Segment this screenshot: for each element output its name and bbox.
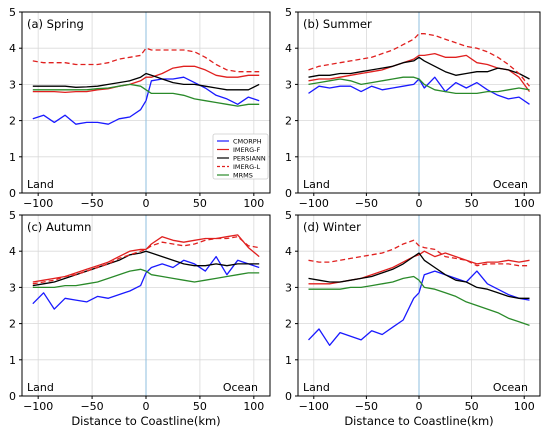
x-tick-label: 50 [193,400,207,413]
y-tick-label: 3 [9,78,16,91]
y-tick-label: 4 [285,245,292,258]
y-tick-label: 5 [9,209,16,222]
y-tick-label: 0 [285,390,292,403]
x-tick-label: 0 [416,400,423,413]
panel-title: (a) Spring [27,17,84,31]
y-tick-label: 0 [9,187,16,200]
x-tick-label: −50 [355,197,378,210]
y-tick-label: 4 [285,42,292,55]
legend-label-mrms: MRMS [233,171,253,179]
y-tick-label: 4 [9,42,16,55]
legend-box [212,133,269,180]
series-line-persiann [308,252,530,299]
series-line-persiann [308,56,530,80]
x-tick-label: 100 [243,197,264,210]
land-label: Land [27,381,54,394]
y-tick-label: 0 [285,187,292,200]
y-tick-label: 0 [9,390,16,403]
y-tick-label: 3 [285,281,292,294]
series-line-imerg-l [32,236,260,285]
x-tick-label: 50 [193,197,207,210]
panel-title: (c) Autumn [27,220,91,234]
legend-label-imerg-l: IMERG-L [233,163,261,171]
series-line-mrms [32,83,260,107]
series-line-imerg-l [32,47,260,73]
x-tick-label: 100 [243,400,264,413]
x-tick-label: 50 [465,400,479,413]
panel-title: (d) Winter [303,220,361,234]
y-tick-label: 5 [285,6,292,19]
y-tick-label: 2 [9,318,16,331]
series-line-mrms [308,76,530,95]
x-tick-label: 0 [143,197,150,210]
land-label: Land [27,178,54,191]
legend-label-persiann: PERSIANN [233,154,266,162]
series-line-mrms [308,275,530,327]
x-tick-label: 100 [514,400,535,413]
x-tick-label: 100 [514,197,535,210]
ocean-label: Ocean [493,178,528,191]
chart-panel-2: −100 −50 0 50 100 0 1 2 3 4 5 (b) Summer Land Ocean [285,6,541,210]
series-line-imerg-f [32,65,260,94]
series-line-persiann [32,72,260,91]
x-axis-label-right: Distance to Coastline(km) [344,414,493,428]
y-tick-label: 1 [9,151,16,164]
y-tick-label: 2 [9,115,16,128]
y-tick-label: 2 [285,318,292,331]
panel-title: (b) Summer [303,17,372,31]
y-tick-label: 1 [9,354,16,367]
chart-panel-3: −100 −50 0 50 100 0 1 2 3 4 5 (c) Autumn Land Ocean [9,209,271,413]
ocean-label: Ocean [223,381,258,394]
x-tick-label: −100 [299,400,329,413]
series-line-imerg-l [308,33,531,87]
x-tick-label: 0 [143,400,150,413]
x-tick-label: −100 [23,197,53,210]
legend-label-cmorph: CMORPH [233,137,262,145]
y-tick-label: 3 [285,78,292,91]
series-line-cmorph [308,270,530,346]
x-tick-label: −50 [80,400,103,413]
y-tick-label: 3 [9,281,16,294]
x-tick-label: −100 [23,400,53,413]
series-line-mrms [32,268,260,289]
legend-label-imerg-f: IMERG-F [233,146,261,154]
y-tick-label: 5 [9,6,16,19]
series-line-cmorph [32,255,260,310]
series-line-imerg-f [308,52,531,92]
series-line-cmorph [32,76,260,125]
x-tick-label: −100 [299,197,329,210]
x-tick-label: 50 [465,197,479,210]
y-tick-label: 1 [285,354,292,367]
y-tick-label: 1 [285,151,292,164]
x-axis-label-left: Distance to Coastline(km) [71,414,220,428]
y-tick-label: 4 [9,245,16,258]
land-label: Land [303,178,330,191]
series-line-imerg-l [308,239,530,267]
y-tick-label: 2 [285,115,292,128]
x-tick-label: −50 [80,197,103,210]
land-label: Land [303,381,330,394]
x-tick-label: −50 [355,400,378,413]
ocean-label: Ocean [493,381,528,394]
chart-panel-4: −100 −50 0 50 100 0 1 2 3 4 5 (d) Winter Land Ocean [285,209,541,413]
y-tick-label: 5 [285,209,292,222]
x-tick-label: 0 [416,197,423,210]
